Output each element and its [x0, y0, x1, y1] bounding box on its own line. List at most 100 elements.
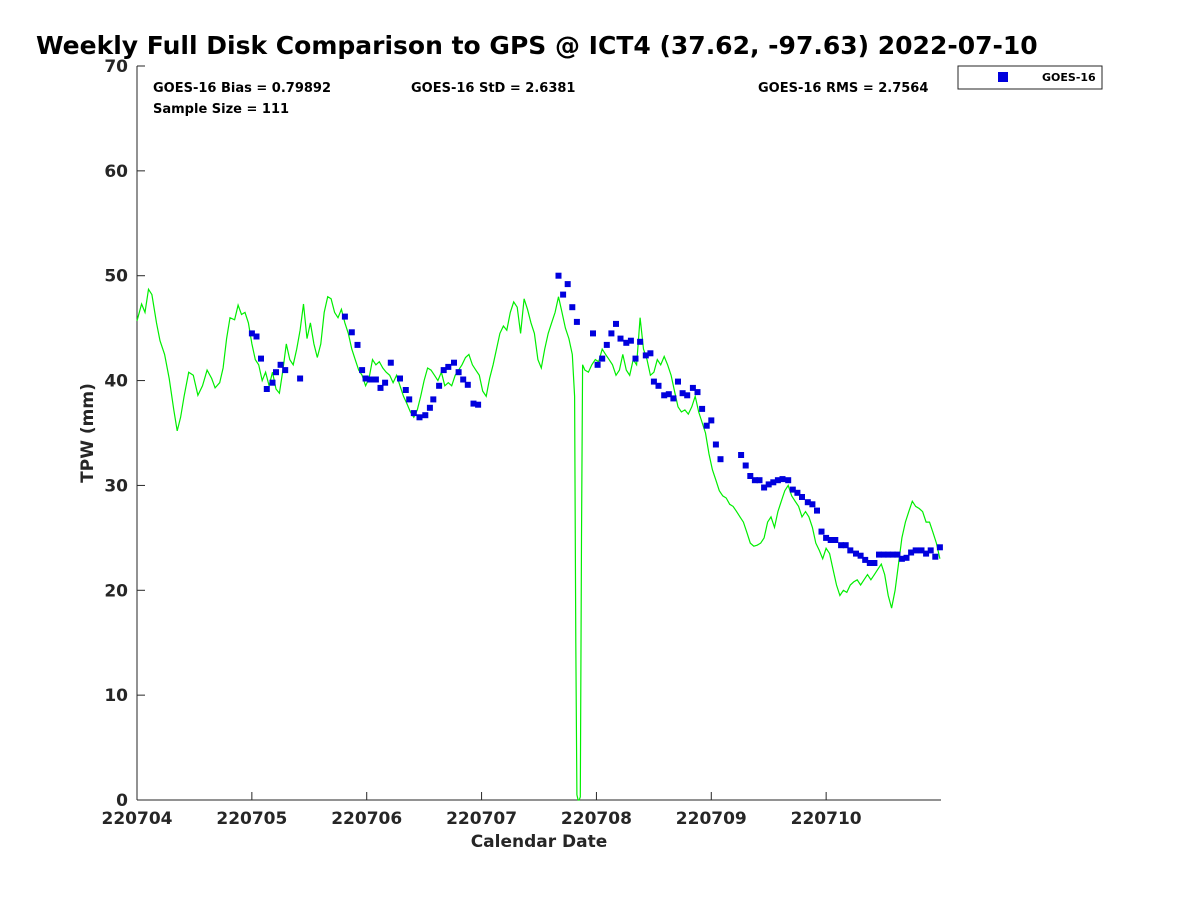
- goes16-point: [708, 417, 715, 424]
- x-tick-label: 220709: [676, 809, 747, 829]
- goes16-point: [661, 392, 668, 399]
- goes16-point: [684, 392, 691, 399]
- y-tick-label: 70: [104, 57, 128, 77]
- goes16-point: [445, 363, 452, 370]
- goes16-point: [927, 547, 934, 554]
- goes16-point: [799, 494, 805, 500]
- goes16-point: [603, 341, 610, 348]
- x-tick-label: 220710: [791, 809, 862, 829]
- goes16-point: [387, 359, 394, 366]
- goes16-point: [297, 375, 304, 382]
- goes16-point: [894, 551, 901, 558]
- goes16-point: [354, 341, 361, 348]
- goes16-point: [436, 382, 443, 389]
- goes16-point: [426, 404, 433, 411]
- goes16-point: [637, 338, 644, 345]
- goes16-point: [679, 390, 686, 397]
- goes16-point: [608, 330, 615, 337]
- goes16-point: [475, 401, 482, 408]
- goes16-point: [923, 550, 930, 557]
- goes16-point: [699, 405, 706, 412]
- goes16-point: [689, 384, 696, 391]
- goes16-point: [599, 355, 606, 362]
- stat-sample-size: Sample Size = 111: [153, 102, 289, 117]
- goes16-point: [789, 486, 796, 493]
- stat-rms: GOES-16 RMS = 2.7564: [758, 81, 928, 96]
- goes16-point: [564, 281, 571, 288]
- goes16-scatter-series: [248, 272, 943, 566]
- goes16-point: [560, 291, 567, 298]
- goes16-point: [756, 477, 763, 484]
- x-tick-label: 220706: [331, 809, 402, 829]
- goes16-point: [703, 422, 710, 429]
- stat-std: GOES-16 StD = 2.6381: [411, 81, 575, 96]
- goes16-point: [617, 335, 624, 342]
- x-tick-label: 220707: [446, 809, 517, 829]
- goes16-point: [809, 501, 816, 508]
- goes16-point: [814, 507, 820, 514]
- goes16-point: [785, 477, 792, 484]
- goes16-point: [853, 550, 859, 557]
- goes16-point: [647, 350, 654, 357]
- y-tick-label: 40: [104, 372, 128, 392]
- goes16-point: [359, 367, 366, 374]
- goes16-point: [903, 554, 910, 561]
- goes16-point: [936, 544, 943, 551]
- goes16-point: [738, 452, 745, 458]
- goes16-point: [590, 330, 596, 337]
- goes16-point: [422, 412, 429, 419]
- goes16-point: [804, 499, 811, 506]
- goes16-point: [655, 382, 662, 389]
- goes16-point: [908, 549, 915, 556]
- y-axis-label: TPW (mm): [78, 383, 98, 483]
- goes16-point: [406, 396, 413, 403]
- goes16-point: [880, 551, 887, 558]
- goes16-point: [765, 481, 772, 488]
- goes16-point: [898, 555, 905, 562]
- goes16-point: [717, 456, 724, 463]
- stat-bias: GOES-16 Bias = 0.79892: [153, 81, 331, 96]
- goes16-point: [770, 479, 777, 486]
- y-tick-label: 20: [104, 581, 128, 601]
- goes16-point: [866, 560, 873, 566]
- goes16-point: [794, 489, 801, 496]
- goes16-point: [440, 367, 447, 374]
- goes16-point: [747, 473, 754, 479]
- goes16-point: [382, 379, 389, 386]
- goes16-point: [269, 379, 276, 386]
- goes16-point: [862, 556, 869, 563]
- goes16-point: [694, 389, 701, 396]
- goes16-point: [876, 551, 882, 558]
- goes16-point: [761, 484, 768, 491]
- x-tick-label: 220708: [561, 809, 632, 829]
- goes16-point: [632, 355, 639, 362]
- goes16-point: [470, 400, 477, 407]
- chart-title: Weekly Full Disk Comparison to GPS @ ICT…: [36, 31, 1038, 60]
- goes16-point: [613, 320, 619, 327]
- legend-label-goes16: GOES-16: [1042, 71, 1096, 84]
- goes16-point: [932, 553, 939, 560]
- x-tick-label: 220704: [102, 809, 173, 829]
- goes16-point: [253, 333, 260, 340]
- goes16-point: [623, 339, 630, 346]
- y-tick-label: 30: [104, 476, 128, 496]
- goes16-point: [665, 391, 672, 398]
- goes16-point: [263, 386, 270, 392]
- goes16-point: [594, 361, 601, 368]
- goes16-point: [372, 376, 379, 383]
- goes16-point: [460, 376, 467, 383]
- goes16-point: [573, 318, 580, 325]
- goes16-point: [847, 547, 854, 554]
- goes16-point: [402, 387, 409, 393]
- goes16-point: [282, 367, 289, 374]
- goes16-point: [430, 396, 437, 403]
- goes16-point: [774, 477, 781, 484]
- goes16-point: [555, 272, 562, 279]
- goes16-point: [838, 542, 845, 549]
- x-axis-label: Calendar Date: [471, 832, 608, 852]
- goes16-point: [779, 476, 786, 483]
- goes16-point: [670, 395, 677, 402]
- legend: GOES-16: [957, 65, 1103, 90]
- goes16-point: [742, 462, 749, 469]
- goes16-point: [451, 359, 457, 366]
